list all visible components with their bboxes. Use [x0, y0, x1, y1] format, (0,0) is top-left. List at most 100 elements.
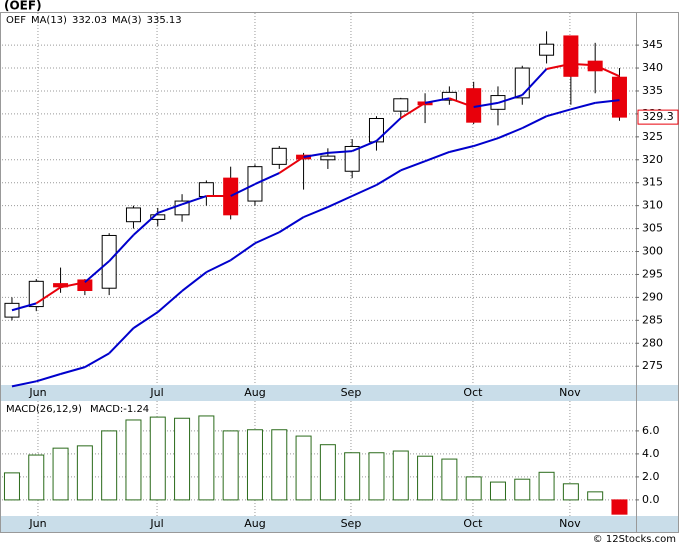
macd-bar — [125, 419, 142, 501]
candle-body — [344, 145, 360, 172]
y-tick-label: 335 — [642, 84, 663, 97]
chart-title: (OEF) — [4, 0, 42, 13]
ma-line-segment — [278, 216, 305, 234]
candle-body — [320, 155, 336, 161]
macd-bar — [52, 447, 69, 501]
y-tick-label: 300 — [642, 245, 663, 258]
y-tick-label: 320 — [642, 153, 663, 166]
candle-body — [4, 302, 20, 318]
ma-line-segment — [205, 259, 232, 274]
candle-body — [271, 147, 287, 165]
macd-bar — [222, 430, 239, 501]
candle-body — [563, 35, 579, 77]
legend-value: 332.03 — [72, 15, 107, 26]
y-tick-label: 340 — [642, 61, 663, 74]
macd-bar — [368, 452, 385, 501]
macd-bar — [441, 458, 458, 501]
ma-line-segment — [497, 94, 523, 104]
candle-body — [539, 43, 555, 56]
macd-bar — [76, 445, 93, 501]
last-price-label: 329.3 — [642, 110, 674, 123]
x-tick-label: Oct — [463, 517, 483, 530]
footer: © 12Stocks.com — [593, 534, 676, 545]
ma-line-segment — [400, 102, 426, 119]
ma-line-segment — [473, 101, 499, 109]
macd-bar — [271, 429, 288, 501]
ma-line-segment — [108, 234, 135, 262]
ma-line-segment — [60, 281, 86, 289]
ma-line-segment — [351, 140, 377, 152]
y-tick-label: 345 — [642, 38, 663, 51]
y-tick-label: 0.0 — [642, 493, 660, 506]
y-tick-label: 285 — [642, 313, 663, 326]
candle-body — [150, 214, 166, 220]
ma-line-segment — [108, 327, 135, 355]
ma-line-segment — [327, 150, 353, 154]
candle-body — [125, 207, 141, 223]
ma-line-segment — [521, 68, 548, 96]
ma-line-segment — [84, 352, 110, 368]
ma-line-segment — [278, 156, 305, 174]
ma-line-segment — [521, 115, 548, 130]
macd-bar — [538, 471, 555, 501]
macd-bar — [392, 450, 409, 501]
macd-bar — [319, 444, 336, 501]
y-tick-label: 295 — [642, 267, 663, 280]
x-tick-label: Nov — [559, 517, 581, 530]
ma-line-segment — [11, 302, 37, 312]
ma-line-segment — [424, 97, 450, 104]
ma-line-segment — [546, 62, 572, 70]
y-tick-label: 290 — [642, 290, 663, 303]
ma-line-segment — [351, 184, 377, 197]
candle-body — [441, 91, 457, 101]
ma-line-segment — [254, 172, 280, 186]
macd-bar — [174, 417, 191, 501]
ma-line-segment — [303, 151, 329, 159]
candle-body — [514, 67, 530, 99]
x-tick-label: Jul — [149, 386, 163, 399]
y-tick-label: 4.0 — [642, 447, 660, 460]
ma-line-segment — [35, 286, 62, 305]
price-tag — [637, 109, 679, 125]
legend-value: 335.13 — [147, 15, 182, 26]
macd-bar — [514, 478, 531, 501]
x-axis-band — [1, 516, 678, 532]
y-tick-label: 6.0 — [642, 424, 660, 437]
ma-line-segment — [546, 108, 572, 118]
ma-line-segment — [230, 242, 256, 262]
candle-body — [611, 76, 627, 118]
x-tick-label: Oct — [463, 386, 483, 399]
y-tick-label: 310 — [642, 199, 663, 212]
ma-line-segment — [60, 366, 86, 375]
ma-line-segment — [181, 271, 207, 292]
ma-line-segment — [35, 373, 61, 383]
y-tick-label: 275 — [642, 359, 663, 372]
ma-line-segment — [424, 151, 450, 163]
macd-bar — [417, 455, 434, 501]
frame — [0, 12, 679, 533]
x-tick-label: Jun — [28, 517, 46, 530]
ma-line-segment — [11, 380, 37, 388]
candle-body — [368, 117, 384, 143]
y-tick-label: 2.0 — [642, 470, 660, 483]
x-tick-label: Sep — [341, 386, 362, 399]
candle-body — [77, 279, 93, 292]
x-tick-label: Aug — [244, 517, 265, 530]
y-tick-label: 305 — [642, 222, 663, 235]
ma-line-segment — [570, 62, 596, 67]
macd-bar — [3, 472, 20, 501]
macd-bar — [28, 454, 45, 501]
legend-name: MA(3) — [112, 15, 142, 26]
ma-line-segment — [570, 101, 596, 111]
x-tick-label: Jun — [28, 386, 46, 399]
ma-line-segment — [595, 99, 620, 104]
ma-line-segment — [157, 203, 183, 214]
ma-line-segment — [594, 64, 620, 78]
ma-line-segment — [375, 169, 402, 186]
ma-line-segment — [132, 212, 159, 236]
macd-bar — [587, 491, 604, 501]
macd-bar — [198, 415, 215, 501]
ma-line-segment — [132, 311, 159, 329]
y-tick-label: 325 — [642, 130, 663, 143]
legend-value: MACD:-1.24 — [90, 404, 149, 415]
